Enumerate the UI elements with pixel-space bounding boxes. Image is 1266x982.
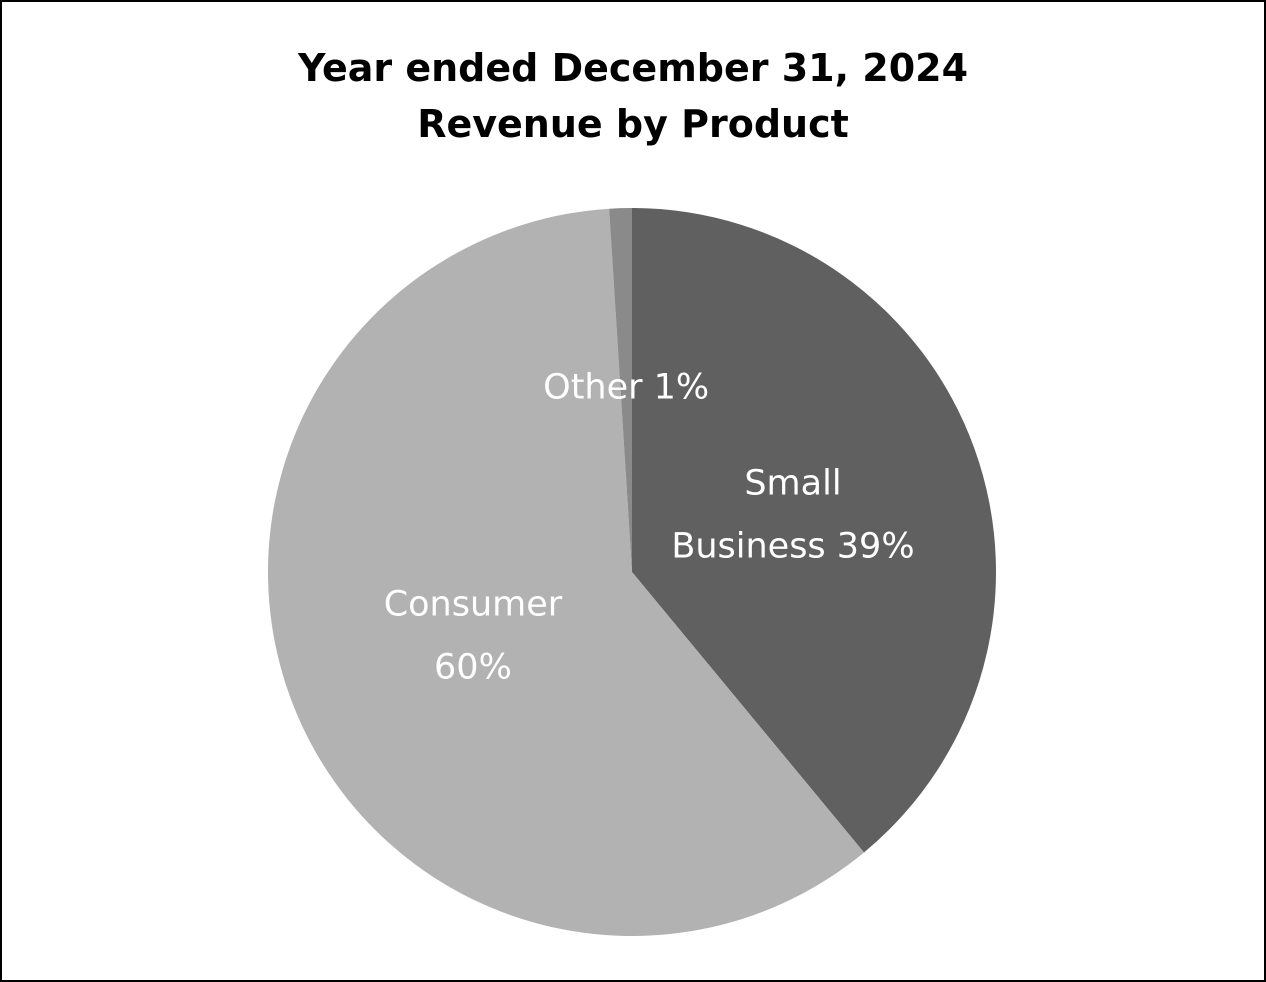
slice-label-other: Other 1% (543, 367, 709, 407)
chart-subtitle: Revenue by Product (417, 102, 849, 146)
chart-title-block: Year ended December 31, 2024 Revenue by … (2, 40, 1264, 152)
chart-title: Year ended December 31, 2024 (297, 46, 969, 90)
pie-slice-consumer (267, 208, 865, 937)
pie-slice-small-business (632, 208, 997, 853)
slice-label-consumer: Consumer 60% (384, 584, 563, 687)
pie-slice-other (609, 208, 632, 572)
slice-label-small-business: Small Business 39% (671, 464, 914, 567)
